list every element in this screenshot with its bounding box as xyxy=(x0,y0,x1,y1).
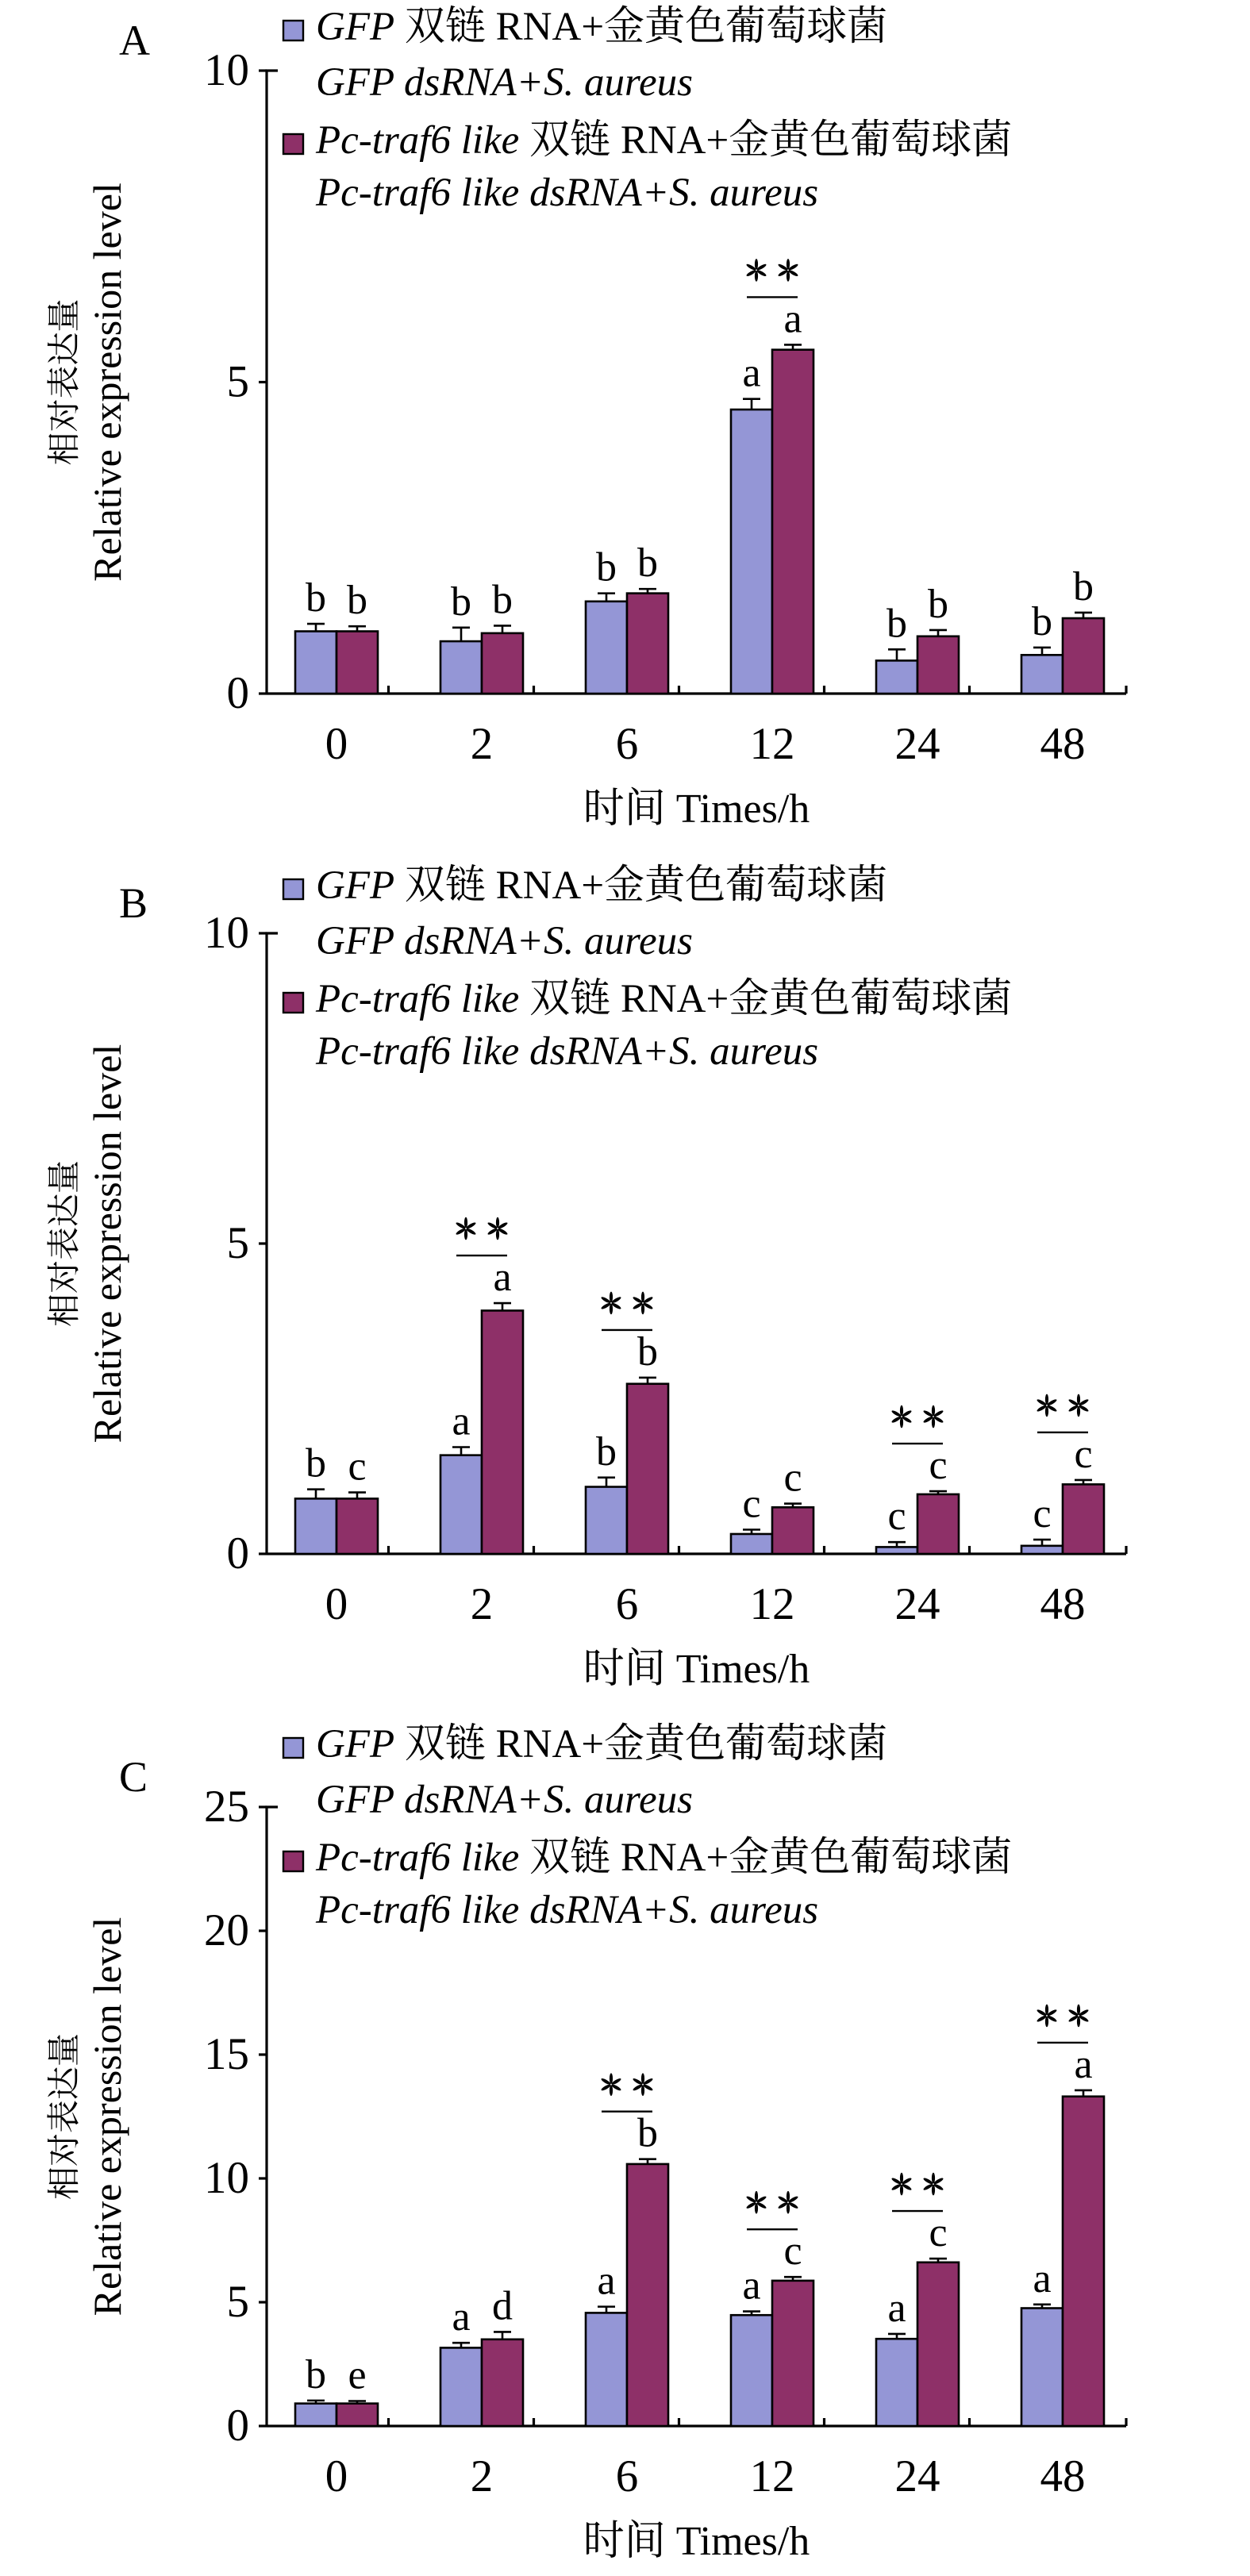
svg-text:0: 0 xyxy=(227,668,250,718)
svg-text:d: d xyxy=(492,2283,513,2328)
svg-text:GFP 双链 RNA+金黄色葡萄球菌: GFP 双链 RNA+金黄色葡萄球菌 xyxy=(316,5,887,49)
svg-text:Relative expression level: Relative expression level xyxy=(85,1917,129,2316)
svg-text:0: 0 xyxy=(325,719,348,769)
svg-text:c: c xyxy=(1033,1491,1051,1536)
svg-text:25: 25 xyxy=(204,1782,249,1832)
svg-text:a: a xyxy=(783,296,802,341)
svg-text:b: b xyxy=(306,575,326,621)
svg-text:c: c xyxy=(1074,1432,1092,1477)
svg-text:6: 6 xyxy=(616,719,639,769)
svg-text:15: 15 xyxy=(204,2029,249,2079)
svg-text:时间 Times/h: 时间 Times/h xyxy=(583,1647,810,1692)
svg-text:GFP dsRNA+S. aureus: GFP dsRNA+S. aureus xyxy=(316,60,693,105)
svg-text:a: a xyxy=(452,1398,470,1444)
svg-text:a: a xyxy=(493,1255,511,1300)
svg-text:a: a xyxy=(1074,2042,1092,2087)
svg-text:GFP 双链 RNA+金黄色葡萄球菌: GFP 双链 RNA+金黄色葡萄球菌 xyxy=(316,1722,887,1767)
svg-text:6: 6 xyxy=(616,1579,639,1629)
svg-text:Pc-traf6 like 双链 RNA+金黄色葡萄球菌: Pc-traf6 like 双链 RNA+金黄色葡萄球菌 xyxy=(315,977,1012,1021)
svg-text:b: b xyxy=(306,1441,326,1486)
svg-text:Pc-traf6 like dsRNA+S. aureus: Pc-traf6 like dsRNA+S. aureus xyxy=(315,1888,818,1932)
svg-text:b: b xyxy=(928,582,948,627)
svg-text:Pc-traf6 like 双链 RNA+金黄色葡萄球菌: Pc-traf6 like 双链 RNA+金黄色葡萄球菌 xyxy=(315,1836,1012,1880)
svg-text:0: 0 xyxy=(325,1579,348,1629)
svg-text:6: 6 xyxy=(616,2451,639,2501)
svg-text:b: b xyxy=(492,577,513,622)
svg-text:48: 48 xyxy=(1040,2451,1086,2501)
svg-text:相对表达量: 相对表达量 xyxy=(46,298,83,465)
svg-text:48: 48 xyxy=(1040,719,1086,769)
svg-text:a: a xyxy=(887,2286,906,2331)
svg-text:Pc-traf6 like 双链 RNA+金黄色葡萄球菌: Pc-traf6 like 双链 RNA+金黄色葡萄球菌 xyxy=(315,118,1012,163)
svg-text:时间 Times/h: 时间 Times/h xyxy=(583,2519,810,2564)
svg-text:Pc-traf6 like dsRNA+S. aureus: Pc-traf6 like dsRNA+S. aureus xyxy=(315,171,818,215)
svg-text:5: 5 xyxy=(227,357,250,407)
svg-text:c: c xyxy=(783,1455,802,1501)
svg-text:b: b xyxy=(596,545,617,590)
svg-text:10: 10 xyxy=(204,2153,249,2203)
svg-text:5: 5 xyxy=(227,1218,250,1268)
svg-text:24: 24 xyxy=(895,719,940,769)
svg-text:b: b xyxy=(637,540,658,586)
svg-text:a: a xyxy=(1033,2256,1051,2301)
svg-text:2: 2 xyxy=(471,2451,494,2501)
svg-text:24: 24 xyxy=(895,2451,940,2501)
svg-text:12: 12 xyxy=(750,2451,795,2501)
svg-text:0: 0 xyxy=(227,2401,250,2451)
svg-text:b: b xyxy=(596,1429,617,1474)
svg-text:b: b xyxy=(306,2352,326,2397)
svg-text:48: 48 xyxy=(1040,1579,1086,1629)
svg-text:0: 0 xyxy=(227,1528,250,1578)
svg-text:e: e xyxy=(348,2352,366,2397)
svg-text:10: 10 xyxy=(204,45,249,95)
svg-text:a: a xyxy=(742,2263,760,2309)
svg-text:c: c xyxy=(929,1443,947,1488)
svg-text:b: b xyxy=(1032,599,1052,644)
svg-text:a: a xyxy=(452,2294,470,2340)
svg-text:20: 20 xyxy=(204,1905,249,1955)
svg-text:b: b xyxy=(1073,564,1094,609)
svg-text:12: 12 xyxy=(750,1579,795,1629)
svg-text:10: 10 xyxy=(204,908,249,958)
svg-text:0: 0 xyxy=(325,2451,348,2501)
svg-text:A: A xyxy=(119,17,150,64)
svg-text:c: c xyxy=(887,1494,906,1539)
svg-text:时间 Times/h: 时间 Times/h xyxy=(583,786,810,832)
svg-text:相对表达量: 相对表达量 xyxy=(46,1160,83,1327)
svg-text:相对表达量: 相对表达量 xyxy=(46,2033,83,2200)
svg-text:2: 2 xyxy=(471,719,494,769)
svg-text:Relative expression level: Relative expression level xyxy=(85,183,129,582)
svg-text:b: b xyxy=(637,2111,658,2156)
svg-text:5: 5 xyxy=(227,2277,250,2327)
svg-text:b: b xyxy=(347,578,367,623)
svg-text:b: b xyxy=(637,1329,658,1375)
svg-text:b: b xyxy=(451,579,471,625)
svg-text:C: C xyxy=(119,1753,148,1801)
svg-text:2: 2 xyxy=(471,1579,494,1629)
svg-text:Pc-traf6 like dsRNA+S. aureus: Pc-traf6 like dsRNA+S. aureus xyxy=(315,1029,818,1074)
svg-text:c: c xyxy=(929,2210,947,2255)
svg-text:c: c xyxy=(742,1482,760,1527)
svg-text:GFP 双链 RNA+金黄色葡萄球菌: GFP 双链 RNA+金黄色葡萄球菌 xyxy=(316,863,887,908)
svg-text:24: 24 xyxy=(895,1579,940,1629)
svg-text:a: a xyxy=(742,351,760,396)
svg-text:Relative expression level: Relative expression level xyxy=(85,1044,129,1444)
svg-text:c: c xyxy=(783,2228,802,2274)
svg-text:GFP dsRNA+S. aureus: GFP dsRNA+S. aureus xyxy=(316,919,693,963)
svg-text:12: 12 xyxy=(750,719,795,769)
svg-text:b: b xyxy=(887,601,907,646)
svg-text:B: B xyxy=(119,879,148,927)
svg-text:a: a xyxy=(597,2259,615,2304)
svg-text:GFP dsRNA+S. aureus: GFP dsRNA+S. aureus xyxy=(316,1778,693,1822)
svg-text:c: c xyxy=(348,1444,366,1490)
